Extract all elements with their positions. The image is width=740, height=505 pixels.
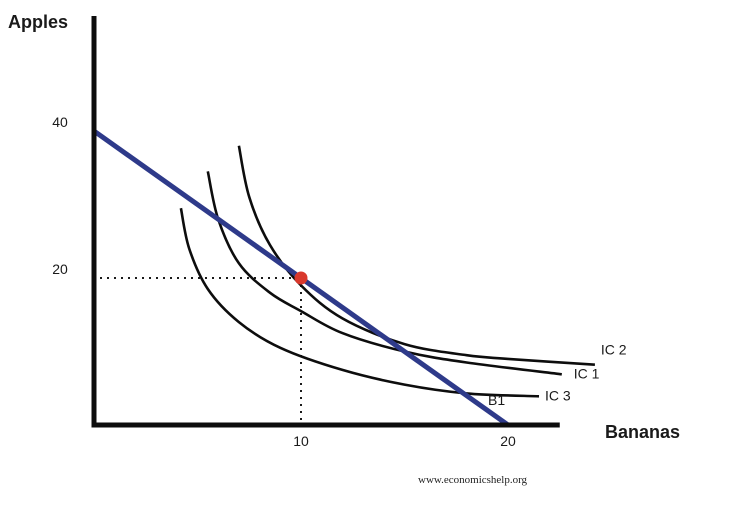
y-tick-label-20: 20	[52, 261, 68, 277]
y-axis-title: Apples	[8, 12, 68, 32]
optimum-group	[294, 271, 308, 285]
optimum-point	[294, 271, 308, 285]
indifference-curve-ic-1	[206, 171, 562, 376]
tick-labels: 10 20 20 40	[52, 114, 516, 449]
guide-lines	[100, 277, 302, 422]
series-label-ic-3: IC 3	[545, 387, 571, 403]
series-group	[92, 128, 595, 428]
x-axis-title: Bananas	[605, 422, 680, 442]
x-tick-label-20: 20	[500, 433, 516, 449]
series-label-ic-2: IC 2	[601, 342, 627, 358]
x-tick-label-10: 10	[293, 433, 309, 449]
site-credit: www.economicshelp.org	[418, 474, 528, 486]
y-tick-label-40: 40	[52, 114, 68, 130]
axes	[91, 16, 560, 428]
indifference-curve-ic-2	[237, 145, 595, 366]
series-label-b1: B1	[488, 392, 505, 408]
indifference-curve-ic-3	[179, 207, 540, 398]
curve-labels: IC 2IC 1IC 3 B1	[488, 342, 627, 408]
series-label-ic-1: IC 1	[574, 365, 600, 381]
